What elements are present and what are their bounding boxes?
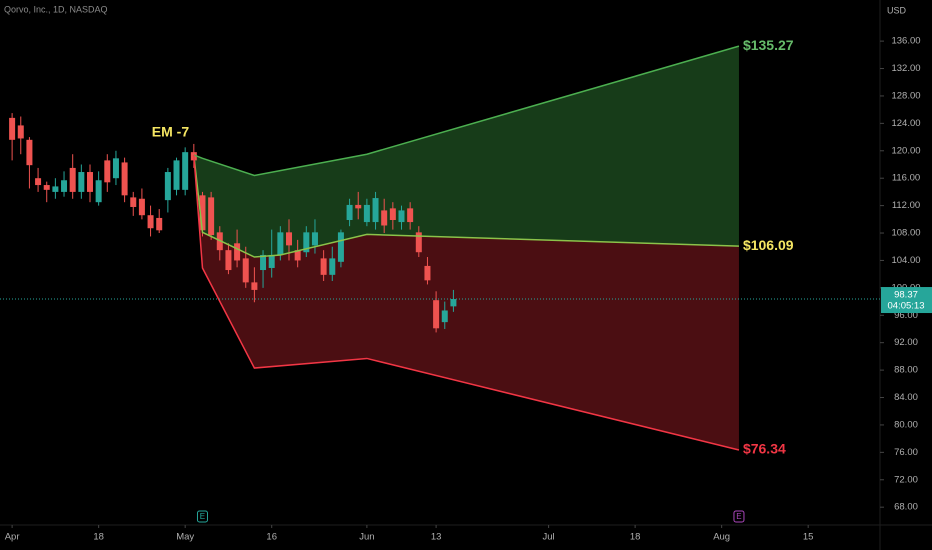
y-tick-label: 96.00 [894,310,918,321]
y-tick-label: 136.00 [891,36,920,47]
candle-body [35,178,42,186]
y-tick-label: 80.00 [894,419,918,430]
candle-body [337,232,344,262]
candle-body [242,258,249,283]
candle-body [26,139,33,166]
value-label: $135.27 [743,37,794,53]
candle-body [17,125,24,139]
y-tick-label: 124.00 [891,118,920,129]
candle-body [294,250,301,261]
candle-body [147,215,154,229]
candle-body [234,243,241,261]
x-tick-label: 15 [803,532,814,543]
y-tick-label: 92.00 [894,337,918,348]
y-tick-label: 108.00 [891,228,920,239]
candle-body [52,186,59,192]
cone-line [193,45,740,177]
candle-body [277,232,284,255]
x-tick-label: Aug [713,532,730,543]
candle-body [182,152,189,190]
candle-body [398,210,405,223]
x-tick-label: 13 [431,532,442,543]
candle-body [164,172,171,201]
x-tick-label: 16 [266,532,277,543]
y-tick-label: 72.00 [894,474,918,485]
candle-body [372,198,379,223]
candle-body [130,197,137,207]
y-tick-label: 128.00 [891,90,920,101]
x-tick-label: Jun [359,532,374,543]
candle-body [268,254,275,268]
countdown-label: 04:05:13 [888,301,925,312]
candle-body [415,232,422,253]
event-label: E [736,512,741,521]
y-tick-label: 68.00 [894,502,918,513]
candle-body [320,258,327,275]
cone-fill [193,46,739,258]
event-label: E [200,512,205,521]
candle-body [433,300,440,329]
y-tick-label: 112.00 [892,200,920,211]
candle-body [43,185,50,190]
candle-body [260,254,267,271]
x-tick-label: Apr [5,532,20,543]
candle-body [95,180,102,203]
candle-body [138,198,145,216]
value-label: $106.09 [743,237,794,253]
candle-body [389,208,396,221]
annotation: EM -7 [152,124,190,140]
candle-body [121,162,128,196]
cone-line [193,154,740,451]
y-tick-label: 116.00 [892,173,920,184]
value-label: $76.34 [743,441,786,457]
y-tick-label: 104.00 [891,255,920,266]
candle-body [225,250,232,271]
price-label: 98.37 [894,290,918,301]
y-tick-label: 76.00 [894,447,918,458]
candle-body [173,160,180,190]
candle-body [78,172,85,192]
candle-body [441,310,448,323]
candle-body [407,208,414,223]
candle-body [61,180,68,192]
candle-body [156,217,163,231]
y-tick-label: 88.00 [894,365,918,376]
x-tick-label: 18 [630,532,641,543]
candle-body [311,232,318,246]
candle-body [104,160,111,183]
y-tick-label: 132.00 [891,63,920,74]
cone-fill [193,154,739,451]
candle-body [112,158,119,179]
candle-body [381,210,388,226]
candle-body [450,299,457,307]
chart-title: Qorvo, Inc., 1D, NASDAQ [4,4,108,14]
candle-body [363,204,370,223]
x-tick-label: May [176,532,194,543]
candle-body [303,232,310,253]
currency-label: USD [887,5,907,15]
candle-body [286,232,293,246]
y-tick-label: 120.00 [891,145,920,156]
candle-body [251,282,258,290]
event-marker [733,510,745,523]
event-marker [196,510,208,523]
candle-body [208,197,215,236]
candle-body [199,195,206,231]
candle-body [329,258,336,275]
x-tick-label: 18 [93,532,104,543]
candle-body [9,117,16,140]
y-tick-label: 84.00 [894,392,918,403]
candle-body [424,265,431,281]
candle-body [346,204,353,221]
candle-body [69,167,76,192]
candle-body [86,172,93,192]
cone-line [193,154,739,258]
candle-body [355,204,362,209]
x-tick-label: Jul [543,532,555,543]
price-badge [881,287,932,314]
